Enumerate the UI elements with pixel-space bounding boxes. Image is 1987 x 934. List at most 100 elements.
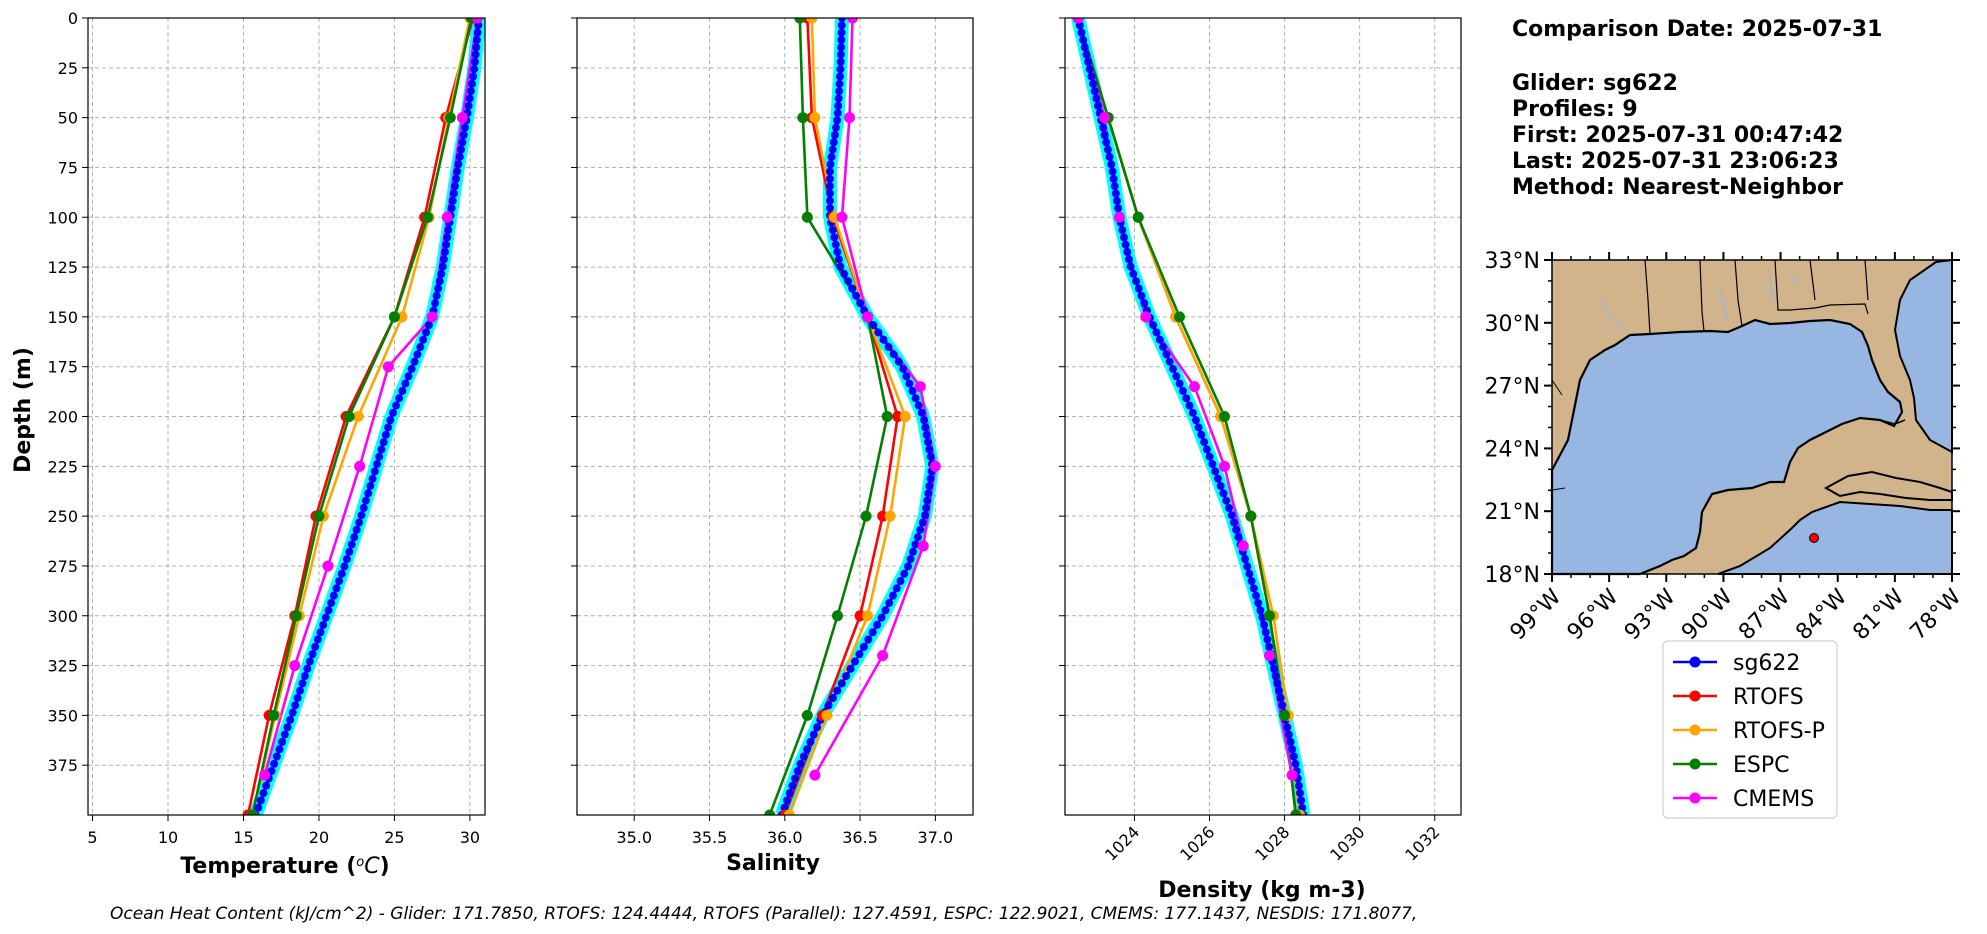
density-sg622-point — [1289, 752, 1298, 761]
salinity-sg622-point — [831, 123, 840, 132]
temperature-espc-point — [247, 809, 259, 815]
density-sg622-point — [1079, 35, 1088, 44]
density-sg622-point — [1188, 408, 1197, 417]
temperature-sg622-point — [466, 87, 475, 96]
salinity-rtofs-p-point — [783, 809, 795, 815]
density-sg622-point — [1286, 737, 1295, 746]
temperature-sg622-point — [401, 379, 410, 388]
density-sg622-point — [1169, 364, 1178, 373]
density-sg622-point — [1219, 489, 1228, 498]
density-sg622-point — [1256, 606, 1265, 615]
salinity-sg622-point — [833, 116, 842, 125]
legend-marker-sg622 — [1689, 656, 1701, 668]
salinity-cmems-point — [844, 112, 856, 124]
legend-marker-cmems — [1689, 792, 1701, 804]
density-cmems-point — [1072, 18, 1084, 24]
density-sg622-point — [1254, 598, 1263, 607]
salinity-espc-point — [881, 411, 893, 422]
salinity-sg622-point — [830, 233, 839, 242]
density-sg622-point — [1216, 481, 1225, 490]
salinity-xtick-label: 36.5 — [842, 828, 878, 847]
salinity-rtofs-point — [877, 510, 889, 522]
temperature-sg622-point — [424, 321, 433, 330]
temperature-sg622-point — [316, 628, 325, 637]
salinity-espc-point — [797, 112, 809, 124]
salinity-sg622-point — [923, 438, 932, 447]
temperature-sg622-point — [352, 525, 361, 534]
temperature-sg622-point — [296, 686, 305, 695]
salinity-sg622-point — [835, 72, 844, 81]
temperature-cmems-point — [471, 18, 483, 24]
salinity-sg622-point — [856, 299, 865, 308]
density-espc-point — [1219, 411, 1231, 422]
temperature-sg622-point — [443, 233, 452, 242]
density-sg622-point — [1121, 240, 1130, 249]
temperature-sg622-point — [305, 657, 314, 666]
density-cmems-point — [1286, 769, 1298, 781]
salinity-sg622-point — [829, 138, 838, 147]
salinity-sg622-point — [831, 240, 840, 249]
density-sg622-point — [1082, 50, 1091, 59]
temperature-cmems-point — [441, 211, 453, 223]
density-sg622-point — [1205, 452, 1214, 461]
legend-label-espc: ESPC — [1733, 753, 1790, 778]
temperature-espc-point — [268, 709, 280, 721]
first-time: First: 2025-07-31 00:47:42 — [1512, 123, 1843, 148]
density-sg622-point — [1107, 160, 1116, 169]
salinity-rtofs-point — [892, 411, 904, 422]
salinity-sg622-point — [919, 416, 928, 425]
salinity-sg622-point — [924, 489, 933, 498]
temperature-xtick-label: 25 — [384, 828, 404, 847]
temperature-xtick-label: 10 — [158, 828, 178, 847]
salinity-sg622-point — [906, 555, 915, 564]
density-sg622-point — [1211, 467, 1220, 476]
salinity-cmems-point — [847, 18, 859, 24]
density-sg622-point — [1245, 569, 1254, 578]
map-lat-tick-label: 30°N — [1485, 312, 1540, 337]
rivers — [1599, 274, 1801, 329]
salinity-sg622-point — [916, 525, 925, 534]
salinity-espc-point — [794, 18, 806, 24]
temperature-xtick-label: 15 — [233, 828, 253, 847]
temperature-ytick-label: 25 — [58, 59, 78, 78]
density-sg622-point — [1084, 57, 1093, 66]
temperature-sg622-point — [379, 438, 388, 447]
density-sg622-point — [1165, 357, 1174, 366]
legend-marker-rtofs — [1689, 690, 1701, 702]
temperature-cmems-point — [259, 769, 271, 781]
density-sg622-point — [1140, 299, 1149, 308]
density-xtick-label: 1032 — [1401, 822, 1443, 864]
temperature-ytick-label: 300 — [47, 607, 78, 626]
temperature-sg622-point — [256, 796, 265, 805]
temperature-sg622-point — [308, 650, 317, 659]
salinity-sg622-point — [828, 226, 837, 235]
temperature-sg622-point — [386, 416, 395, 425]
salinity-sg622-point — [905, 379, 914, 388]
density-axis-label: Density (kg m-3) — [1158, 878, 1366, 903]
density-cmems-point — [1098, 112, 1110, 124]
density-sg622-point — [1132, 277, 1141, 286]
temperature-ytick-label: 325 — [47, 657, 78, 676]
temperature-sg622-point — [453, 167, 462, 176]
temperature-ytick-label: 100 — [47, 208, 78, 227]
temperature-sg622-point — [457, 145, 466, 154]
temperature-sg622-point — [313, 635, 322, 644]
temperature-sg622-point — [359, 503, 368, 512]
temperature-sg622-point — [311, 642, 320, 651]
density-sg622-point — [1090, 87, 1099, 96]
salinity-sg622-point — [813, 723, 822, 732]
density-sg622-point — [1291, 759, 1300, 768]
legend-marker-rtofs-p — [1689, 724, 1701, 736]
density-espc-point — [1132, 211, 1144, 223]
temperature-cmems-point — [354, 460, 366, 472]
density-sg622-point — [1102, 138, 1111, 147]
salinity-sg622-point — [833, 109, 842, 118]
density-cmems-point — [1188, 381, 1200, 393]
salinity-sg622-point — [834, 255, 843, 264]
temperature-sg622-point — [278, 737, 287, 746]
coastline-outline — [1551, 379, 1566, 491]
state-borders — [1644, 259, 1869, 335]
temperature-sg622-point — [388, 408, 397, 417]
temperature-ytick-label: 250 — [47, 507, 78, 526]
comparison-date: Comparison Date: 2025-07-31 — [1512, 17, 1882, 42]
